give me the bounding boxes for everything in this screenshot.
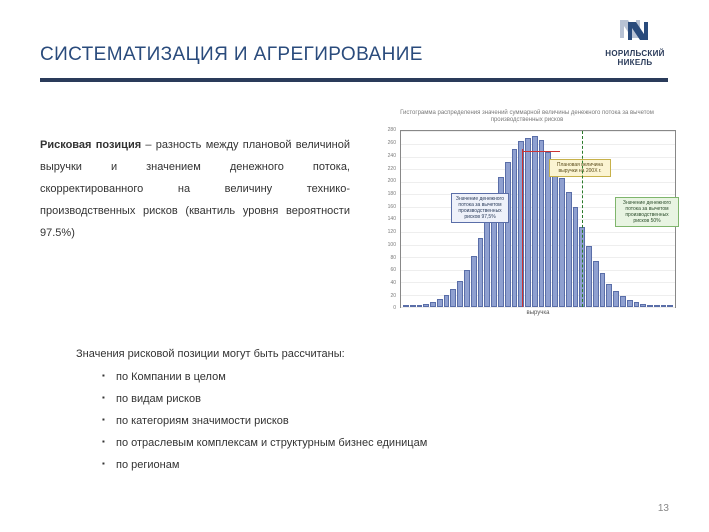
chart-red-vline [522,149,523,307]
histogram-bar [606,284,612,308]
list-item: по категориям значимости рисков [102,416,622,427]
histogram-bar [539,140,545,307]
calculation-scope-list: по Компании в целом по видам рисков по кат… [102,372,622,482]
histogram-bar [403,305,409,307]
company-logo: НОРИЛЬСКИЙ НИКЕЛЬ [591,14,679,67]
y-tick-label: 120 [388,229,396,235]
y-tick-label: 160 [388,204,396,210]
histogram-bar [586,246,592,308]
histogram-bar [647,305,653,307]
chart-green-vline [582,131,583,307]
list-item: по Компании в целом [102,372,622,383]
definition-text: – разность между плановой величиной выру… [40,139,350,239]
y-tick-label: 200 [388,178,396,184]
histogram-bar [566,192,572,308]
list-item: по регионам [102,460,622,471]
page-number: 13 [658,503,669,514]
title-underline [40,78,668,82]
chart-x-label: выручка [400,310,676,322]
company-name: НОРИЛЬСКИЙ НИКЕЛЬ [591,49,679,67]
histogram-bar [667,305,673,307]
histogram-bar [600,273,606,307]
y-tick-label: 40 [390,280,396,286]
histogram-bar [430,302,436,308]
histogram-bar [512,149,518,307]
y-tick-label: 0 [393,305,396,311]
chart-red-arrow [522,151,560,152]
y-tick-label: 100 [388,242,396,248]
histogram-bar [457,281,463,307]
histogram-bar [593,261,599,308]
y-tick-label: 220 [388,166,396,172]
histogram-bar [410,305,416,307]
histogram-bar [471,256,477,308]
callout-quantile-50: Значение денежного потока за вычетом про… [615,197,679,227]
histogram-bar [620,296,626,307]
histogram-bar [627,300,633,308]
histogram-bar [532,136,538,307]
chart-plot: Значение денежного потока за вычетом про… [400,130,676,308]
histogram-bar [613,291,619,307]
y-tick-label: 80 [390,255,396,261]
histogram-bar [634,302,640,307]
histogram-bar [478,238,484,307]
definition-term: Рисковая позиция [40,139,141,151]
distribution-histogram: Гистограмма распределения значений сумма… [372,110,682,328]
histogram-bar [552,165,558,307]
histogram-bar [654,305,660,307]
definition-paragraph: Рисковая позиция – разность между планов… [40,134,350,244]
histogram-bar [464,270,470,308]
chart-title-line2: производственных рисков [491,117,564,123]
histogram-bar [661,305,667,307]
histogram-bar [437,299,443,308]
chart-box: 020406080100120140160180200220240260280 … [378,128,678,322]
y-tick-label: 240 [388,153,396,159]
y-tick-label: 260 [388,140,396,146]
histogram-bar [525,138,531,308]
slide: { "logo": { "company": "НОРИЛЬСКИЙ НИКЕЛ… [0,0,709,532]
slide-title: СИСТЕМАТИЗАЦИЯ И АГРЕГИРОВАНИЕ [40,44,423,66]
histogram-bar [573,207,579,308]
histogram-bar [444,295,450,308]
histogram-bar [484,216,490,307]
histogram-bar [423,304,429,308]
callout-quantile-97-5: Значение денежного потока за вычетом про… [451,193,509,223]
list-intro: Значения рисковой позиции могут быть рас… [76,348,345,360]
callout-planned-revenue: Плановая величина выручки на 200Х г. [549,159,611,177]
histogram-bar [450,289,456,308]
gridline [401,307,675,308]
y-tick-label: 180 [388,191,396,197]
chart-title-line1: Гистограмма распределения значений сумма… [400,110,654,116]
histogram-bar [417,305,423,308]
histogram-bar [505,162,511,308]
y-tick-label: 20 [390,293,396,299]
nn-logo-icon [618,14,652,47]
histogram-bar [640,304,646,307]
chart-title: Гистограмма распределения значений сумма… [372,110,682,124]
histogram-bar [559,178,565,307]
list-item: по отраслевым комплексам и структурным б… [102,438,622,449]
list-item: по видам рисков [102,394,622,405]
chart-y-axis: 0 20 40 60 80 100 120 140 160 180 200 220 240 260 280 [378,130,398,308]
y-tick-label: 280 [388,127,396,133]
y-tick-label: 60 [390,267,396,273]
y-tick-label: 140 [388,216,396,222]
